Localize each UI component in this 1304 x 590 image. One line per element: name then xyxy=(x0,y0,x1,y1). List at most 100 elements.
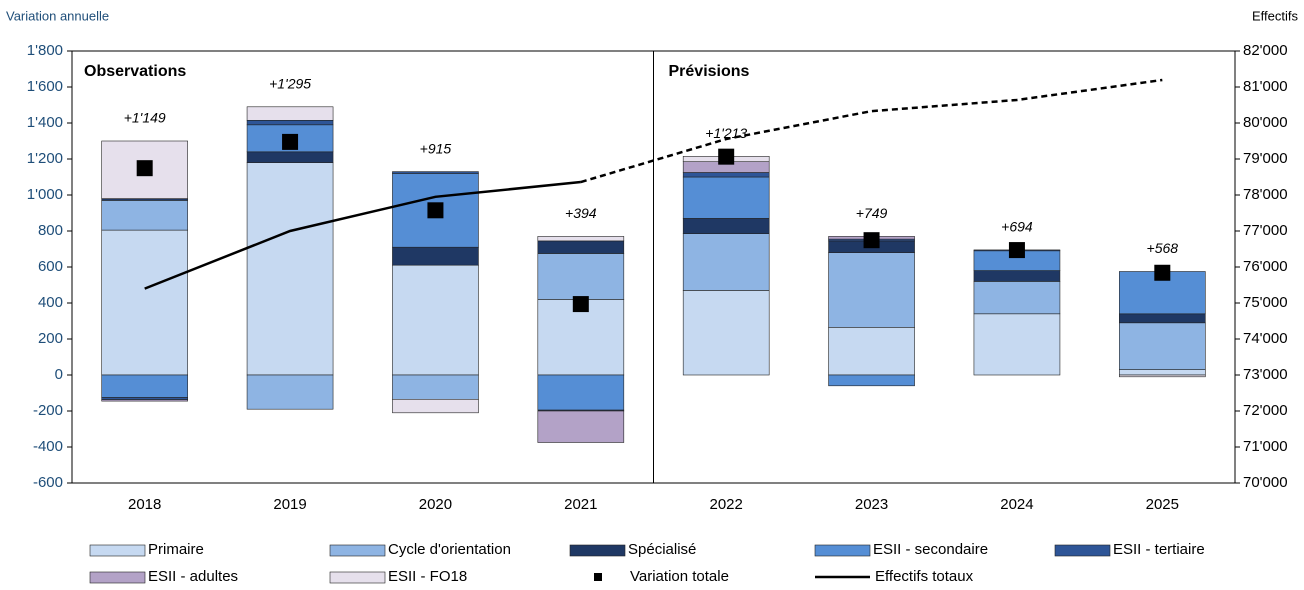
legend-label: ESII - secondaire xyxy=(873,541,988,558)
y-tick-label: 1'800 xyxy=(27,42,63,59)
x-tick-label: 2020 xyxy=(419,496,452,513)
legend-label: Variation totale xyxy=(630,568,729,585)
legend-swatch xyxy=(814,544,871,557)
bar-segment xyxy=(682,176,770,219)
y2-tick-label: 76'000 xyxy=(1243,258,1288,275)
y2-tick-label: 70'000 xyxy=(1243,474,1288,491)
bar-segment xyxy=(828,374,915,387)
y-tick-label: 1'000 xyxy=(27,186,63,203)
x-tick-label: 2018 xyxy=(128,496,161,513)
bar-segment xyxy=(682,290,770,376)
total-line xyxy=(580,78,1163,184)
bar-segment xyxy=(682,233,770,291)
x-tick-label: 2019 xyxy=(273,496,306,513)
legend-swatch xyxy=(569,544,626,557)
bar-segment xyxy=(101,200,188,231)
y2-tick-label: 81'000 xyxy=(1243,78,1288,95)
bar-segment xyxy=(973,281,1061,315)
x-tick-label: 2024 xyxy=(1000,496,1033,513)
x-tick-label: 2022 xyxy=(710,496,743,513)
label-bg xyxy=(986,217,1047,238)
y-tick-label: 600 xyxy=(38,258,63,275)
bar-segment xyxy=(537,236,625,242)
y-tick-label: -400 xyxy=(33,438,63,455)
legend-swatch xyxy=(329,544,386,557)
y2-tick-label: 80'000 xyxy=(1243,114,1288,131)
bar-segment xyxy=(101,397,188,400)
y2-tick-label: 73'000 xyxy=(1243,366,1288,383)
y-tick-label: 800 xyxy=(38,222,63,239)
annotation: Prévisions xyxy=(669,63,750,80)
legend-label: Cycle d'orientation xyxy=(388,541,511,558)
bar-segment xyxy=(246,106,334,121)
y2-tick-label: 71'000 xyxy=(1243,438,1288,455)
legend-label: Spécialisé xyxy=(628,541,696,558)
y2-tick-label: 78'000 xyxy=(1243,186,1288,203)
total-marker xyxy=(718,148,735,165)
bar-segment xyxy=(973,313,1061,376)
value-label: +749 xyxy=(856,205,888,221)
bar-segment xyxy=(682,218,770,234)
bar-segment xyxy=(1119,322,1206,370)
bar-segment xyxy=(392,264,479,376)
total-marker xyxy=(427,202,444,219)
label-bg xyxy=(841,204,902,225)
y-tick-label: 200 xyxy=(38,330,63,347)
legend-swatch xyxy=(594,573,602,581)
y-tick-label: 400 xyxy=(38,294,63,311)
legend-swatch xyxy=(329,571,386,584)
legend-swatch xyxy=(89,544,146,557)
y2-tick-label: 79'000 xyxy=(1243,150,1288,167)
legend-label: ESII - tertiaire xyxy=(1113,541,1205,558)
bar-segment xyxy=(537,374,625,411)
bar-segment xyxy=(246,374,334,410)
x-tick-label: 2021 xyxy=(564,496,597,513)
bar-segment xyxy=(101,399,188,402)
legend-label: ESII - adultes xyxy=(148,568,238,585)
label-bg xyxy=(405,139,466,160)
bar-segment xyxy=(392,398,479,414)
bar-segment xyxy=(1119,374,1206,378)
total-marker xyxy=(136,160,153,177)
legend-label: Primaire xyxy=(148,541,204,558)
bar-segment xyxy=(392,246,479,266)
bar-segment xyxy=(682,172,770,178)
y2-tick-label: 74'000 xyxy=(1243,330,1288,347)
bar-segment xyxy=(973,270,1061,282)
total-line xyxy=(144,180,581,290)
y-tick-label: 1'400 xyxy=(27,114,63,131)
x-tick-label: 2025 xyxy=(1146,496,1179,513)
bar-segment xyxy=(246,151,334,163)
y-tick-label: 1'200 xyxy=(27,150,63,167)
bar-segment xyxy=(537,240,625,254)
total-marker xyxy=(1154,264,1171,281)
bar-segment xyxy=(392,171,479,174)
legend-swatch xyxy=(1054,544,1111,557)
legend-label: ESII - FO18 xyxy=(388,568,467,585)
label-bg xyxy=(550,204,611,225)
annotation: Observations xyxy=(84,63,186,80)
label-bg xyxy=(1132,239,1193,260)
bar-segment xyxy=(101,374,188,398)
y-tick-label: -200 xyxy=(33,402,63,419)
value-label: +568 xyxy=(1147,240,1179,256)
total-marker xyxy=(1008,242,1025,259)
y-tick-label: 1'600 xyxy=(27,78,63,95)
y2-tick-label: 77'000 xyxy=(1243,222,1288,239)
bar-segment xyxy=(246,120,334,126)
bar-segment xyxy=(828,252,915,328)
total-marker xyxy=(863,232,880,249)
bar-segment xyxy=(246,162,334,376)
x-tick-label: 2023 xyxy=(855,496,888,513)
y2-tick-label: 82'000 xyxy=(1243,42,1288,59)
value-label: +915 xyxy=(420,140,452,156)
bar-segment xyxy=(392,374,479,400)
bar-segment xyxy=(1119,313,1206,324)
value-label: +1'149 xyxy=(124,110,166,126)
total-marker xyxy=(572,296,589,313)
y-tick-label: -600 xyxy=(33,474,63,491)
total-marker xyxy=(282,133,299,150)
value-label: +394 xyxy=(565,205,597,221)
